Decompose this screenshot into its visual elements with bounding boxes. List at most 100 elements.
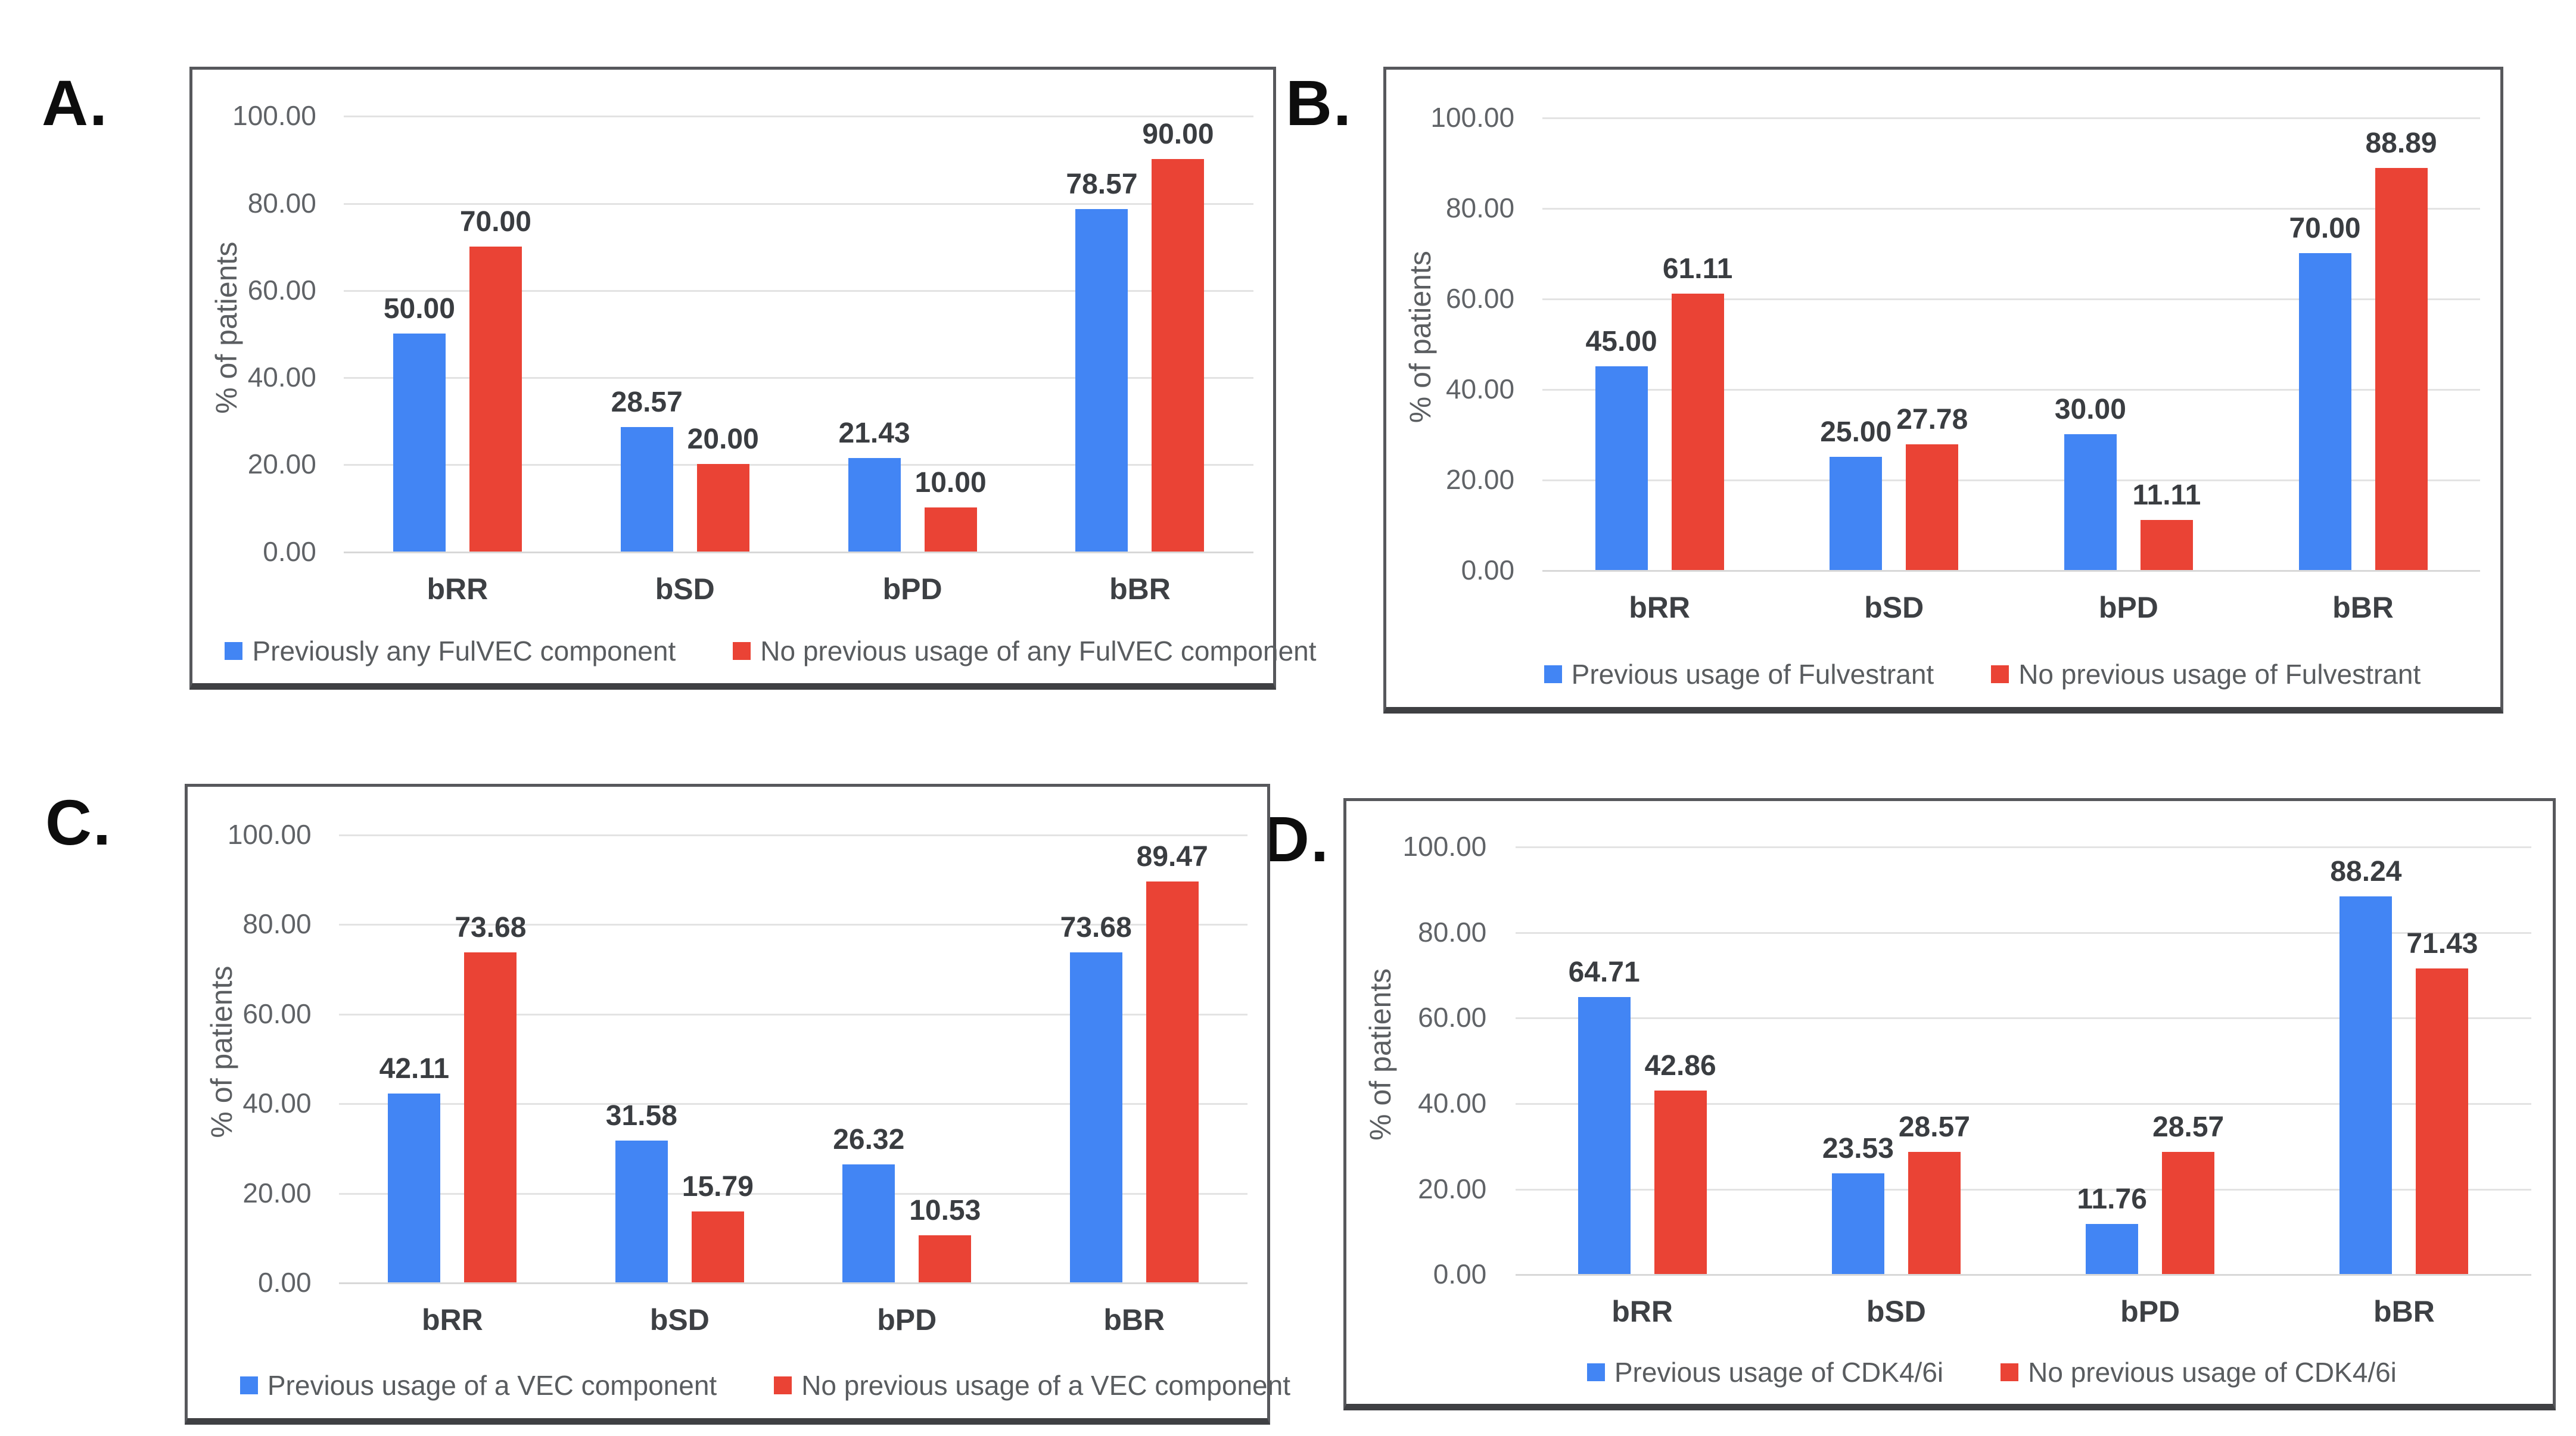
bar-red-bBR — [2375, 167, 2428, 570]
bar-pair: 28.57 20.00 — [571, 116, 799, 552]
category-label-bPD: bPD — [2098, 590, 2158, 624]
bar-value-label: 73.68 — [455, 911, 527, 943]
gridline — [1515, 1274, 2531, 1276]
category-label-bRR: bRR — [427, 572, 489, 606]
y-tick-label: 20.00 — [242, 1177, 312, 1208]
bar-value-label: 89.47 — [1136, 840, 1208, 873]
bar-blue-bSD — [1830, 457, 1883, 570]
y-tick-label: 0.00 — [1433, 1259, 1487, 1290]
bar-pair: 70.00 88.89 — [2246, 117, 2481, 570]
category-group-bRR: 42.11 73.68 bRR — [339, 834, 566, 1337]
y-tick-label: 100.00 — [227, 818, 312, 850]
legend-swatch-red-icon — [2001, 1363, 2019, 1381]
chart-panel-c: % of patients 100.00 80.00 60.00 40.00 20.00… — [185, 784, 1290, 1425]
y-tick-label: 80.00 — [1418, 916, 1487, 948]
bar-value-label: 71.43 — [2406, 928, 2478, 960]
y-tick-label: 60.00 — [1445, 283, 1515, 314]
category-group-bSD: 25.00 27.78 bSD — [1777, 117, 2011, 624]
gridline — [1515, 932, 2531, 934]
gridline — [343, 289, 1254, 292]
bar-value-label: 26.32 — [833, 1124, 905, 1156]
legend-swatch-blue-icon — [239, 1376, 258, 1395]
category-label-bSD: bSD — [1866, 1295, 1926, 1329]
category-label-bRR: bRR — [422, 1303, 483, 1337]
legend-item-red: No previous usage of a VEC component — [774, 1369, 1290, 1401]
gridline — [343, 377, 1254, 379]
y-tick-label: 0.00 — [263, 535, 316, 567]
bar-pair: 42.11 73.68 — [339, 834, 566, 1283]
bar-value-label: 88.24 — [2330, 856, 2402, 888]
y-tick-label: 40.00 — [1445, 373, 1515, 405]
bar-slot: 70.00 — [460, 116, 531, 552]
bar-slot: 88.89 — [2365, 117, 2437, 570]
bar-groups: 45.00 61.11 bRR 25.00 27.78 bSD 30.00 11.11 bPD 7… — [1542, 117, 2481, 624]
bar-red-bSD — [1908, 1152, 1961, 1275]
bar-slot: 20.00 — [687, 116, 759, 552]
bar-value-label: 20.00 — [687, 423, 759, 456]
category-label-bSD: bSD — [1864, 590, 1924, 624]
bar-pair: 30.00 11.11 — [2011, 117, 2246, 570]
bar-red-bRR — [469, 246, 522, 552]
legend-item-blue: Previous usage of a VEC component — [239, 1369, 717, 1401]
gridline — [343, 464, 1254, 466]
bar-pair: 25.00 27.78 — [1777, 117, 2011, 570]
bar-value-label: 23.53 — [1822, 1133, 1894, 1165]
category-group-bBR: 70.00 88.89 bBR — [2246, 117, 2481, 624]
y-tick-label: 100.00 — [1430, 102, 1515, 133]
chart-legend: Previous usage of Fulvestrant No previous… — [1486, 658, 2478, 690]
y-axis-tick-labels: 100.00 80.00 60.00 40.00 20.00 0.00 — [192, 100, 333, 566]
bar-blue-bBR — [1075, 208, 1128, 552]
bar-red-bPD — [924, 507, 977, 552]
plot-area: 64.71 42.86 bRR 23.53 28.57 bSD 11.76 28.57 bPD 8… — [1515, 846, 2531, 1328]
bar-slot: 71.43 — [2406, 846, 2478, 1275]
bar-groups: 50.00 70.00 bRR 28.57 20.00 bSD 21.43 10.00 bPD 7… — [344, 116, 1254, 606]
legend-item-red: No previous usage of any FulVEC componen… — [733, 635, 1317, 667]
bar-slot: 31.58 — [606, 834, 677, 1283]
bar-groups: 42.11 73.68 bRR 31.58 15.79 bSD 26.32 10.53 bPD 7… — [339, 834, 1248, 1337]
bar-slot: 28.57 — [1899, 846, 1970, 1275]
bar-slot: 11.76 — [2077, 846, 2147, 1275]
legend-item-blue: Previously any FulVEC component — [225, 635, 676, 667]
category-group-bRR: 50.00 70.00 bRR — [344, 116, 571, 606]
plot-area: 45.00 61.11 bRR 25.00 27.78 bSD 30.00 11.11 bPD 7… — [1542, 117, 2481, 624]
bar-slot: 28.57 — [2152, 846, 2224, 1275]
panel-label-c: C. — [45, 786, 112, 858]
bar-slot: 61.11 — [1663, 117, 1732, 570]
bar-value-label: 15.79 — [682, 1171, 754, 1203]
bar-value-label: 28.57 — [1898, 1111, 1970, 1144]
bar-pair: 11.76 28.57 — [2023, 846, 2277, 1275]
bar-red-bRR — [1671, 293, 1724, 570]
bar-pair: 23.53 28.57 — [1769, 846, 2023, 1275]
bar-value-label: 11.11 — [2132, 479, 2201, 511]
gridline — [338, 1282, 1248, 1285]
y-tick-label: 20.00 — [1445, 464, 1515, 495]
y-tick-label: 40.00 — [1418, 1088, 1487, 1119]
bar-blue-bBR — [2339, 896, 2393, 1275]
chart-panel-a: % of patients 100.00 80.00 60.00 40.00 20.00… — [189, 67, 1317, 690]
category-group-bBR: 78.57 90.00 bBR — [1026, 116, 1254, 605]
panel-label-a: A. — [42, 67, 108, 139]
bar-blue-bRR — [388, 1094, 441, 1283]
gridline — [1515, 1188, 2531, 1191]
category-group-bSD: 23.53 28.57 bSD — [1769, 846, 2023, 1328]
bar-red-bRR — [1654, 1091, 1707, 1275]
bar-slot: 42.86 — [1645, 846, 1716, 1275]
legend-label: No previous usage of a VEC component — [801, 1370, 1290, 1401]
bar-slot: 10.00 — [915, 116, 987, 552]
gridline — [338, 1192, 1248, 1195]
bar-blue-bPD — [2086, 1223, 2139, 1275]
bar-value-label: 64.71 — [1568, 957, 1640, 989]
bar-red-bSD — [1906, 444, 1959, 570]
bar-value-label: 30.00 — [2054, 394, 2126, 426]
category-group-bRR: 64.71 42.86 bRR — [1516, 846, 1769, 1328]
bar-pair: 73.68 89.47 — [1021, 834, 1247, 1283]
legend-label: Previous usage of Fulvestrant — [1571, 659, 1934, 690]
bar-red-bPD — [2140, 519, 2193, 570]
category-label-bRR: bRR — [1611, 1295, 1673, 1329]
chart-legend: Previous usage of a VEC component No prev… — [239, 1369, 1290, 1401]
bar-blue-bPD — [842, 1164, 895, 1283]
bar-value-label: 88.89 — [2365, 127, 2437, 159]
bar-slot: 30.00 — [2055, 117, 2126, 570]
legend-item-red: No previous usage of Fulvestrant — [1991, 658, 2421, 690]
bar-value-label: 27.78 — [1896, 403, 1968, 435]
